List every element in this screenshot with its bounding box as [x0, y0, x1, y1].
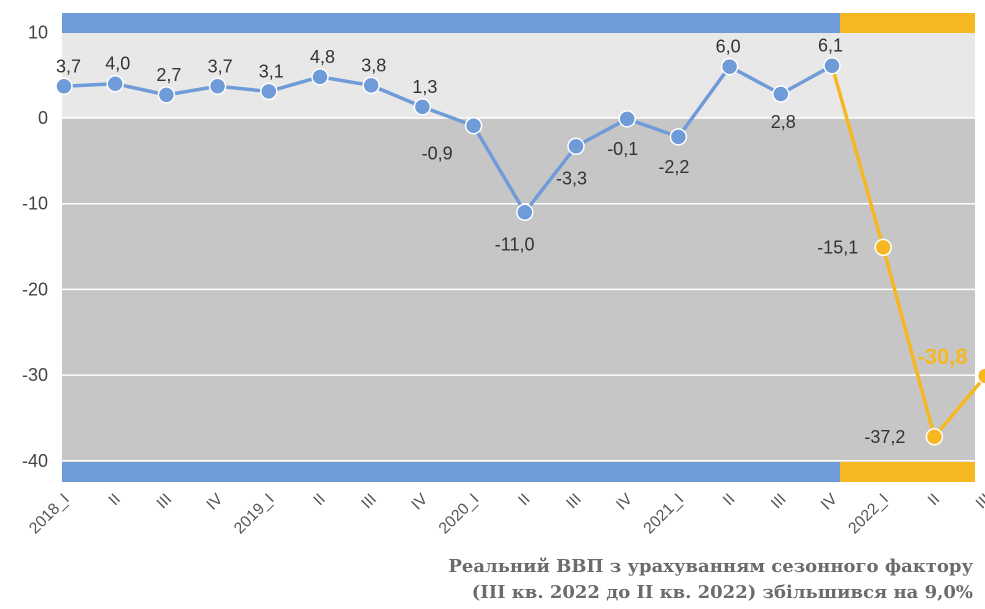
data-point: [823, 56, 841, 75]
data-label: 4,8: [310, 47, 335, 67]
x-tick-label: II: [515, 491, 533, 509]
data-label: 6,0: [716, 37, 741, 57]
data-point: [669, 128, 688, 146]
data-point: [925, 428, 944, 446]
data-label: -11,0: [495, 234, 535, 254]
series-line-1: [830, 65, 985, 439]
data-label: 6,1: [818, 36, 843, 56]
data-point: [55, 77, 73, 96]
data-point: [208, 77, 227, 96]
data-point: [618, 110, 636, 128]
data-label: -0,1: [607, 139, 638, 159]
data-point: [362, 76, 380, 95]
data-point: [260, 82, 278, 101]
y-tick-label: -20: [22, 279, 48, 299]
data-point: [464, 116, 483, 135]
data-label: 3,7: [56, 56, 81, 76]
data-label: -37,2: [864, 427, 905, 447]
data-point: [720, 57, 739, 76]
x-tick-label: III: [154, 491, 175, 512]
y-tick-label: 10: [28, 22, 48, 42]
x-tick-label: III: [563, 491, 584, 512]
top-stripe-orange: [840, 13, 975, 33]
x-tick-label: III: [768, 491, 789, 512]
y-tick-label: -30: [22, 365, 48, 385]
x-tick-label: IV: [613, 491, 636, 514]
x-tick-label: II: [311, 491, 329, 509]
chart-caption-line-2: (III кв. 2022 до II кв. 2022) збільшився…: [471, 582, 973, 603]
y-tick-label: 0: [38, 108, 48, 128]
data-point: [311, 68, 329, 86]
data-point: [772, 85, 790, 103]
chart-caption-line-1: Реальний ВВП з урахуванням сезонного фак…: [448, 556, 973, 577]
x-tick-label: IV: [204, 491, 227, 514]
x-tick-label: 2021_I: [641, 491, 688, 538]
data-label: 4,0: [105, 54, 130, 74]
data-point: [567, 137, 585, 156]
data-label: -3,3: [556, 168, 587, 188]
data-point: [874, 238, 892, 257]
x-tick-label: 2018_I: [26, 491, 73, 538]
x-tick-label: II: [106, 491, 124, 509]
y-tick-label: -40: [22, 451, 48, 471]
data-point: [106, 74, 124, 93]
data-label: -2,2: [658, 157, 689, 177]
data-label: 3,7: [208, 56, 233, 76]
x-tick-label: II: [720, 491, 738, 509]
data-label: -30,8: [917, 344, 967, 369]
data-point: [157, 86, 176, 104]
x-tick-label: III: [359, 491, 380, 512]
negative-band: [62, 118, 975, 478]
data-label: -15,1: [817, 237, 858, 257]
x-tick-label: 2022_I: [845, 491, 892, 538]
data-label: 2,8: [771, 112, 796, 132]
data-point: [516, 203, 534, 222]
x-tick-label: IV: [818, 491, 841, 514]
x-tick-label: 2020_I: [436, 491, 483, 538]
series-line-0: [63, 64, 833, 215]
data-label: 1,3: [412, 77, 437, 97]
data-label: 2,7: [156, 65, 181, 85]
data-label: 3,8: [361, 55, 386, 75]
data-label: -0,9: [422, 144, 453, 164]
data-label: 3,1: [259, 61, 284, 81]
x-tick-label: 2019_I: [231, 491, 278, 538]
x-tick-label: III: [973, 491, 985, 512]
data-point: [976, 367, 985, 385]
x-tick-label: IV: [409, 491, 432, 514]
y-tick-label: -10: [22, 194, 48, 214]
top-stripe-blue: [62, 13, 840, 33]
data-point: [413, 98, 432, 116]
x-tick-label: II: [925, 491, 943, 509]
bottom-stripe-blue: [62, 462, 840, 482]
bottom-stripe-orange: [840, 462, 975, 482]
